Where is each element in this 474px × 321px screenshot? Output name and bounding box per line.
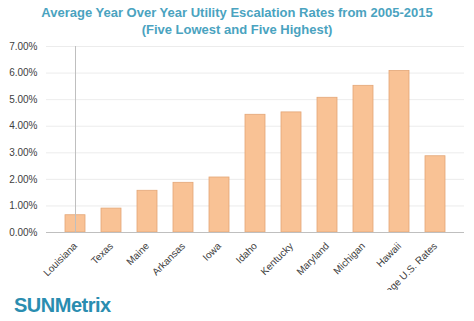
svg-text:3.00%: 3.00% (9, 147, 37, 158)
svg-text:7.00%: 7.00% (9, 41, 37, 52)
svg-text:5.00%: 5.00% (9, 94, 37, 105)
svg-text:Kentucky: Kentucky (258, 240, 295, 277)
svg-text:Michigan: Michigan (331, 240, 367, 276)
svg-text:Average U.S. Rates: Average U.S. Rates (369, 240, 439, 290)
svg-text:4.00%: 4.00% (9, 120, 37, 131)
svg-text:1.00%: 1.00% (9, 200, 37, 211)
svg-text:Maine: Maine (124, 240, 151, 267)
svg-text:Arkansas: Arkansas (150, 240, 187, 277)
html-text:(Five Lowest and Five Highest): (Five Lowest and Five Highest) (141, 22, 333, 37)
svg-text:Maryland: Maryland (294, 240, 331, 277)
svg-text:Idaho: Idaho (234, 240, 260, 266)
html-text:SUNMetrix: SUNMetrix (14, 294, 111, 316)
svg-text:0.00%: 0.00% (9, 227, 37, 238)
svg-text:Hawaii: Hawaii (374, 240, 403, 269)
svg-text:2.00%: 2.00% (9, 174, 37, 185)
svg-text:Louisiana: Louisiana (41, 240, 79, 278)
svg-text:Iowa: Iowa (200, 240, 223, 263)
html-text:Average Year Over Year Utility: Average Year Over Year Utility Escalatio… (41, 5, 433, 20)
svg-text:Texas: Texas (89, 240, 115, 266)
svg-text:6.00%: 6.00% (9, 67, 37, 78)
